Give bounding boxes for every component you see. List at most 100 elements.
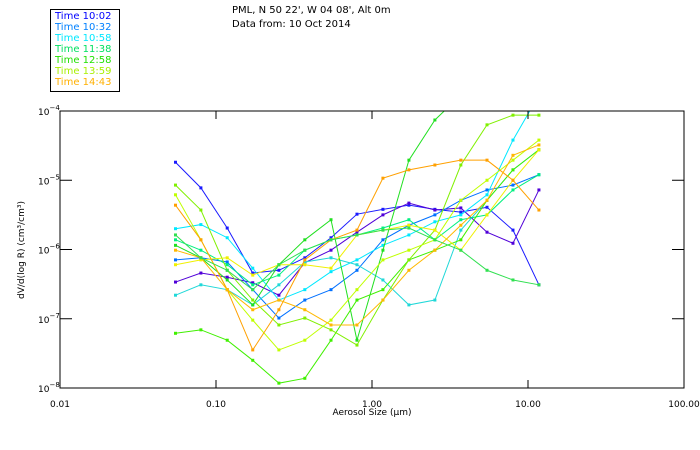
data-point <box>251 266 255 270</box>
data-point <box>355 230 359 234</box>
data-point <box>329 323 333 327</box>
y-axis-label: dV/d(log R) (cm³/cm³) <box>17 201 27 299</box>
data-point <box>277 283 281 287</box>
data-point <box>407 218 411 222</box>
data-point <box>485 123 489 127</box>
data-point <box>173 193 177 197</box>
data-point <box>199 271 203 275</box>
data-point <box>537 138 541 142</box>
data-point <box>329 218 333 222</box>
data-point <box>459 94 462 97</box>
data-point <box>303 308 307 312</box>
data-point <box>173 160 177 164</box>
data-point <box>381 228 385 232</box>
legend-item: Time 13:59 <box>55 66 112 77</box>
data-point <box>173 331 177 335</box>
data-point <box>485 188 489 192</box>
axes: 0.01 0.10 1.00 10.00 100.00 10−4 10−5 10−6 10−7 1… <box>38 104 700 410</box>
data-point <box>251 303 255 307</box>
y-tick-label: 10−4 <box>38 104 60 118</box>
data-point <box>225 275 229 279</box>
data-point <box>225 263 229 267</box>
series-group <box>173 69 541 385</box>
data-point <box>225 268 229 272</box>
data-point <box>433 248 437 252</box>
data-point <box>433 208 437 212</box>
data-point <box>537 143 541 147</box>
data-point <box>329 318 333 322</box>
data-point <box>433 118 437 122</box>
data-point <box>225 338 229 342</box>
data-point <box>251 281 255 285</box>
data-point <box>537 173 541 177</box>
data-point <box>277 323 281 327</box>
data-point <box>303 256 307 260</box>
data-point <box>381 278 385 282</box>
data-point <box>407 168 411 172</box>
data-point <box>381 176 385 180</box>
data-point <box>173 233 177 237</box>
data-point <box>199 283 203 287</box>
data-point <box>329 256 333 260</box>
data-point <box>199 328 203 332</box>
data-point <box>199 186 203 190</box>
data-point <box>303 260 307 264</box>
data-point <box>381 298 385 302</box>
data-point <box>225 260 229 264</box>
data-point <box>459 248 463 252</box>
data-point <box>251 308 255 312</box>
data-point <box>329 248 333 252</box>
data-point <box>511 278 515 282</box>
x-tick-label: 0.10 <box>206 400 226 410</box>
data-point <box>459 206 463 210</box>
data-point <box>537 69 540 72</box>
data-point <box>251 348 255 352</box>
data-point <box>381 226 385 230</box>
data-point <box>303 316 307 320</box>
legend-item: Time 12:58 <box>55 55 112 66</box>
data-point <box>173 293 177 297</box>
data-point <box>407 223 411 227</box>
x-tick-label: 100.00 <box>668 400 700 410</box>
y-tick-label: 10−6 <box>38 243 60 257</box>
data-point <box>511 69 514 72</box>
data-point <box>251 288 255 292</box>
data-point <box>511 158 515 162</box>
series-line <box>175 149 540 306</box>
data-point <box>459 213 463 217</box>
data-point <box>381 207 385 211</box>
data-point <box>277 263 281 267</box>
data-point <box>173 263 177 267</box>
data-point <box>303 263 307 267</box>
data-point <box>485 205 489 209</box>
data-point <box>537 208 541 212</box>
data-point <box>251 273 255 277</box>
data-point <box>459 210 463 214</box>
data-point <box>277 348 281 352</box>
data-point <box>459 163 463 167</box>
data-point <box>355 268 359 272</box>
data-point <box>173 238 177 242</box>
data-point <box>355 338 359 342</box>
data-point <box>511 168 515 172</box>
data-point <box>199 223 203 227</box>
data-point <box>303 376 307 380</box>
data-point <box>173 227 177 231</box>
data-point <box>251 298 255 302</box>
data-point <box>173 280 177 284</box>
data-point <box>485 158 489 162</box>
data-point <box>173 258 177 262</box>
data-point <box>303 258 307 262</box>
data-point <box>433 220 437 224</box>
data-point <box>225 288 229 292</box>
data-point <box>355 228 359 232</box>
legend: Time 10:02 Time 10:32 Time 10:58 Time 11… <box>50 9 120 92</box>
data-point <box>407 248 411 252</box>
x-tick-label: 1.00 <box>362 400 382 410</box>
data-point <box>251 283 255 287</box>
data-point <box>329 236 333 240</box>
chart-title: PML, N 50 22', W 04 08', Alt 0m <box>232 5 391 16</box>
y-tick-label: 10−5 <box>38 173 60 187</box>
data-point <box>459 238 463 242</box>
